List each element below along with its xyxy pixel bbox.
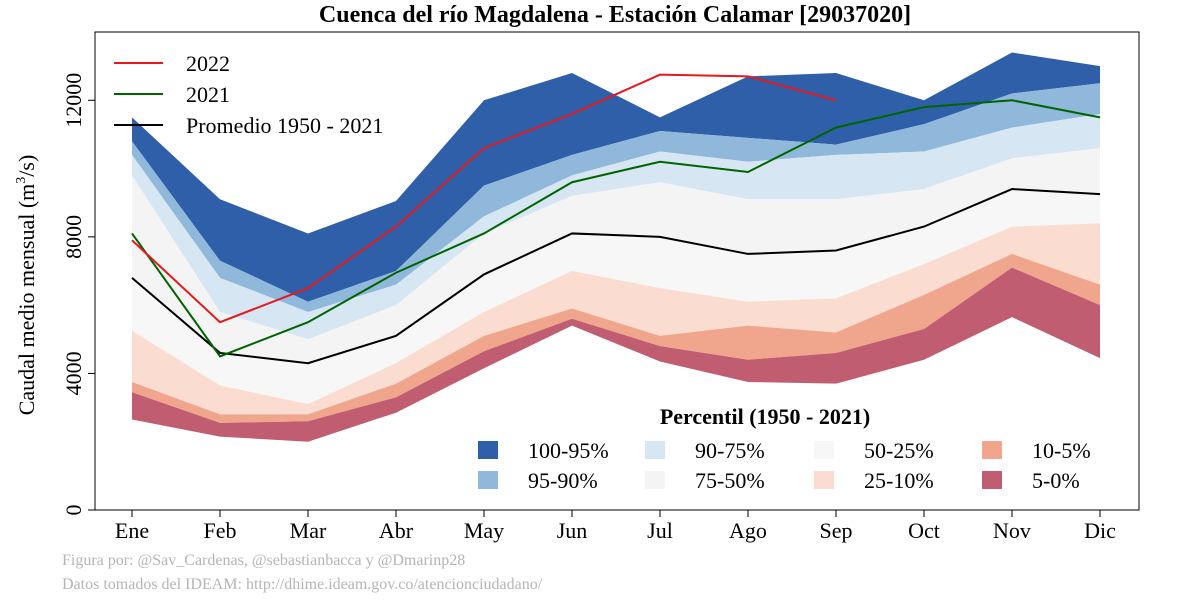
- credit-data-source: Datos tomados del IDEAM: http://dhime.id…: [62, 576, 543, 593]
- band-legend-label: 5-0%: [1032, 468, 1080, 493]
- x-tick-label: Abr: [379, 518, 414, 543]
- x-tick-label: Sep: [820, 518, 853, 543]
- band-legend-label: 10-5%: [1032, 438, 1091, 463]
- band-100-95pct: [132, 52, 1100, 302]
- x-tick-label: Mar: [290, 518, 327, 543]
- y-axis-label-main: Caudal medio mensual (m: [14, 184, 39, 416]
- band-legend-swatch: [645, 441, 665, 459]
- line-legend-label: Promedio 1950 - 2021: [186, 113, 383, 138]
- band-25-10pct: [132, 223, 1100, 415]
- percentile-bands: [132, 52, 1100, 442]
- x-tick-label: May: [464, 518, 504, 543]
- plot-border: [94, 31, 1140, 511]
- band-legend-swatch: [478, 441, 498, 459]
- band-legend-label: 100-95%: [528, 438, 609, 463]
- line-legend-label: 2022: [186, 51, 230, 76]
- band-legend-label: 50-25%: [864, 438, 934, 463]
- y-tick-label: 8000: [61, 215, 86, 259]
- x-tick-label: Ene: [115, 518, 149, 543]
- x-tick-label: Jun: [557, 518, 588, 543]
- series-lines: [131, 73, 1101, 365]
- band-legend-swatch: [982, 471, 1002, 489]
- x-tick-label: Ago: [729, 518, 767, 543]
- band-legend-label: 75-50%: [695, 468, 765, 493]
- x-tick-label: Nov: [993, 518, 1031, 543]
- band-50-25pct: [132, 189, 1100, 405]
- x-tick-label: Feb: [204, 518, 237, 543]
- band-legend-label: 95-90%: [528, 468, 598, 493]
- y-tick-label: 4000: [61, 351, 86, 395]
- band-legend-swatch: [814, 441, 834, 459]
- band-90-75pct: [132, 113, 1100, 340]
- series-line-2022: [131, 73, 837, 324]
- y-axis-label: Caudal medio mensual (m3/s): [14, 155, 39, 416]
- band-legend-swatch: [478, 471, 498, 489]
- y-axis-label-end: /s): [14, 155, 39, 177]
- y-tick-label: 12000: [61, 73, 86, 128]
- line-legend: 2022 2021 Promedio 1950 - 2021: [114, 51, 383, 138]
- line-legend-label: 2021: [186, 82, 230, 107]
- band-legend-swatch: [814, 471, 834, 489]
- x-tick-label: Oct: [908, 518, 940, 543]
- chart-title: Cuenca del río Magdalena - Estación Cala…: [319, 2, 911, 28]
- y-tick-label: 0: [61, 505, 86, 516]
- y-axis-label-sup: 3: [14, 177, 29, 184]
- band-75-50pct: [132, 148, 1100, 364]
- series-line-promedio: [131, 188, 1101, 365]
- x-tick-label: Dic: [1084, 518, 1116, 543]
- series-line-2021: [131, 99, 1101, 358]
- band-legend-label: 25-10%: [864, 468, 934, 493]
- band-legend-swatch: [982, 441, 1002, 459]
- axes: Ene Feb Mar Abr May Jun Jul Ago Sep Oct Nov Dic 0 400…: [61, 73, 1116, 543]
- band-legend-title: Percentil (1950 - 2021): [660, 404, 870, 429]
- band-95-90pct: [132, 83, 1100, 312]
- band-5-0pct: [132, 267, 1100, 442]
- credit-authors: Figura por: @Sav_Cardenas, @sebastianbac…: [62, 552, 466, 569]
- band-legend: Percentil (1950 - 2021) 100-95% 95-90% 90-…: [478, 404, 1091, 493]
- band-legend-swatch: [645, 471, 665, 489]
- band-legend-label: 90-75%: [695, 438, 765, 463]
- x-tick-label: Jul: [647, 518, 673, 543]
- band-10-5pct: [132, 253, 1100, 423]
